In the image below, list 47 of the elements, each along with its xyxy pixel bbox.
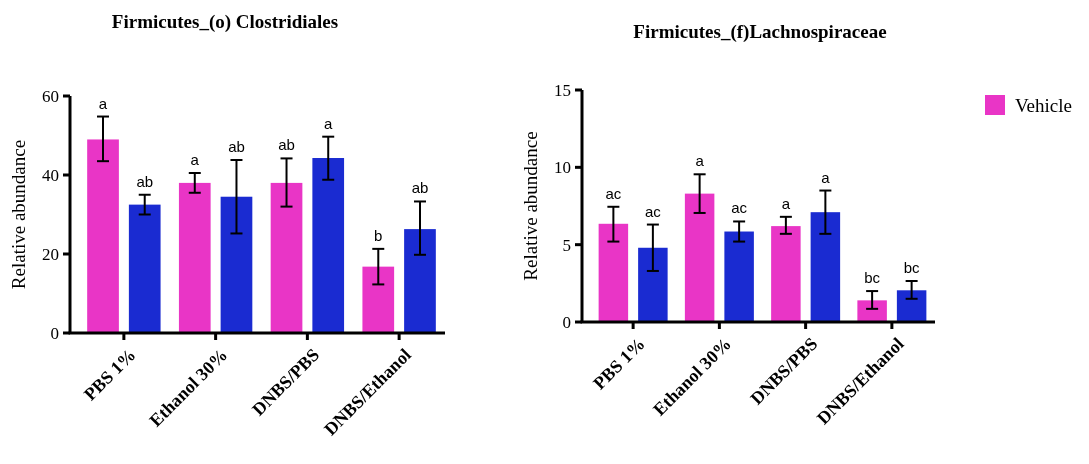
- bar: [128, 204, 161, 333]
- data-label: ac: [605, 184, 622, 202]
- data-label: bc: [903, 259, 921, 277]
- y-tick-label: 5: [562, 235, 571, 255]
- bar: [404, 229, 436, 333]
- data-label: a: [781, 194, 791, 212]
- bar: [810, 212, 841, 322]
- y-tick-label: 20: [42, 244, 59, 264]
- data-label: ab: [228, 137, 245, 155]
- y-tick-label: 15: [554, 80, 571, 100]
- chart-title: Firmicutes_(f)Lachnospiraceae: [633, 21, 887, 43]
- bar: [598, 223, 629, 322]
- bar: [684, 193, 715, 322]
- chart-title: Firmicutes_(o) Clostridiales: [111, 11, 339, 33]
- y-tick-label: 0: [50, 323, 59, 343]
- data-label: a: [821, 168, 831, 186]
- bar: [312, 158, 345, 333]
- y-tick-label: 60: [42, 86, 59, 106]
- y-tick-label: 0: [562, 312, 571, 332]
- bar: [178, 182, 211, 333]
- bar: [771, 226, 801, 322]
- bar: [270, 182, 303, 333]
- y-tick-label: 40: [42, 165, 59, 185]
- data-label: a: [98, 94, 108, 112]
- bar: [896, 290, 927, 322]
- data-label: b: [374, 226, 383, 244]
- data-label: ab: [278, 136, 295, 154]
- legend-label: Vehicle: [1015, 94, 1072, 116]
- bar: [857, 300, 887, 322]
- data-label: ab: [136, 172, 154, 190]
- x-tick-label: PBS 1%: [589, 333, 649, 394]
- data-label: a: [695, 152, 705, 170]
- data-label: ac: [644, 202, 662, 220]
- data-label: a: [190, 151, 200, 169]
- data-label: ac: [731, 199, 748, 217]
- bar: [362, 266, 395, 333]
- bar: [87, 139, 119, 333]
- data-label: ab: [411, 179, 429, 197]
- bar: [220, 196, 253, 333]
- bar: [638, 247, 668, 322]
- x-tick-label: PBS 1%: [79, 344, 140, 405]
- y-axis-title: Relative abundance: [520, 131, 541, 281]
- bar: [724, 231, 754, 322]
- data-label: bc: [864, 269, 881, 287]
- data-label: a: [324, 114, 334, 132]
- y-tick-label: 10: [554, 158, 571, 178]
- y-axis-title: Relative abundance: [8, 139, 29, 290]
